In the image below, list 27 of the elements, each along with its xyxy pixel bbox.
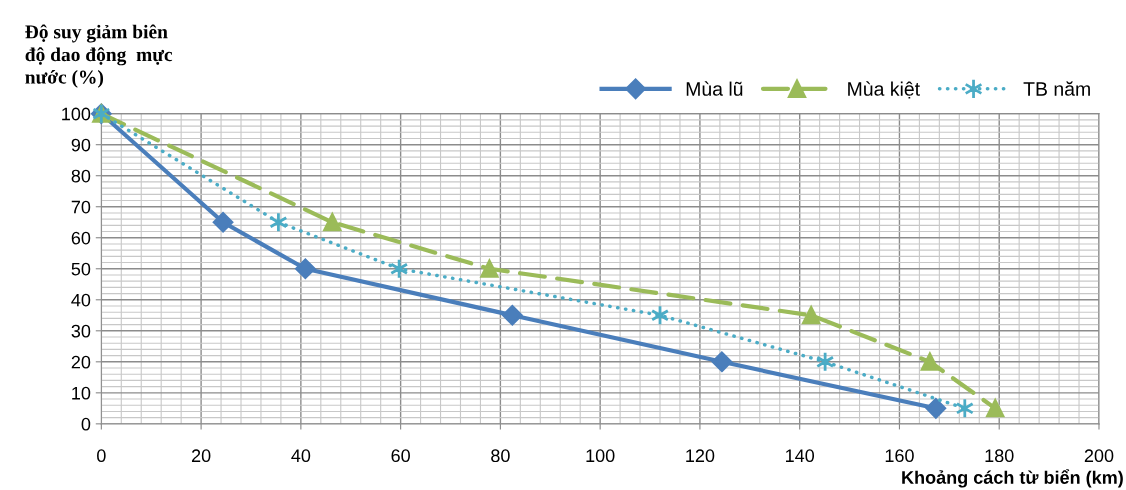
y-tick-label: 80 bbox=[71, 169, 91, 183]
y-tick-label: 100 bbox=[62, 107, 91, 121]
x-tick-label: 180 bbox=[985, 449, 1014, 463]
y-tick-label: 60 bbox=[71, 231, 91, 245]
x-tick-label: 20 bbox=[191, 449, 211, 463]
y-tick-label: 10 bbox=[72, 386, 91, 400]
y-tick-label: 40 bbox=[71, 293, 91, 307]
x-tick-label: 200 bbox=[1084, 449, 1114, 463]
y-tick-label: 20 bbox=[71, 355, 91, 369]
y-tick-label: 50 bbox=[71, 262, 91, 276]
x-tick-label: 140 bbox=[786, 449, 815, 463]
y-axis-title: Độ suy giảm biên độ dao động mực nước (%) bbox=[25, 24, 173, 88]
y-tick-label: 30 bbox=[71, 324, 91, 338]
y-tick-label: 0 bbox=[81, 417, 91, 431]
y-tick-label: 90 bbox=[71, 138, 91, 152]
x-tick-label: 80 bbox=[491, 449, 510, 463]
x-tick-label: 40 bbox=[291, 449, 311, 463]
legend-label: TB năm bbox=[1023, 81, 1090, 96]
x-tick-label: 100 bbox=[586, 449, 615, 463]
x-tick-label: 60 bbox=[391, 449, 410, 463]
x-axis-title: Khoảng cách từ biển (km) bbox=[902, 469, 1123, 488]
y-tick-label: 70 bbox=[71, 200, 91, 214]
legend-label: Mùa lũ bbox=[686, 81, 743, 96]
x-tick-label: 0 bbox=[97, 449, 106, 463]
x-tick-label: 120 bbox=[686, 449, 715, 463]
legend-label: Mùa kiệt bbox=[848, 81, 920, 99]
x-tick-label: 160 bbox=[885, 449, 914, 463]
